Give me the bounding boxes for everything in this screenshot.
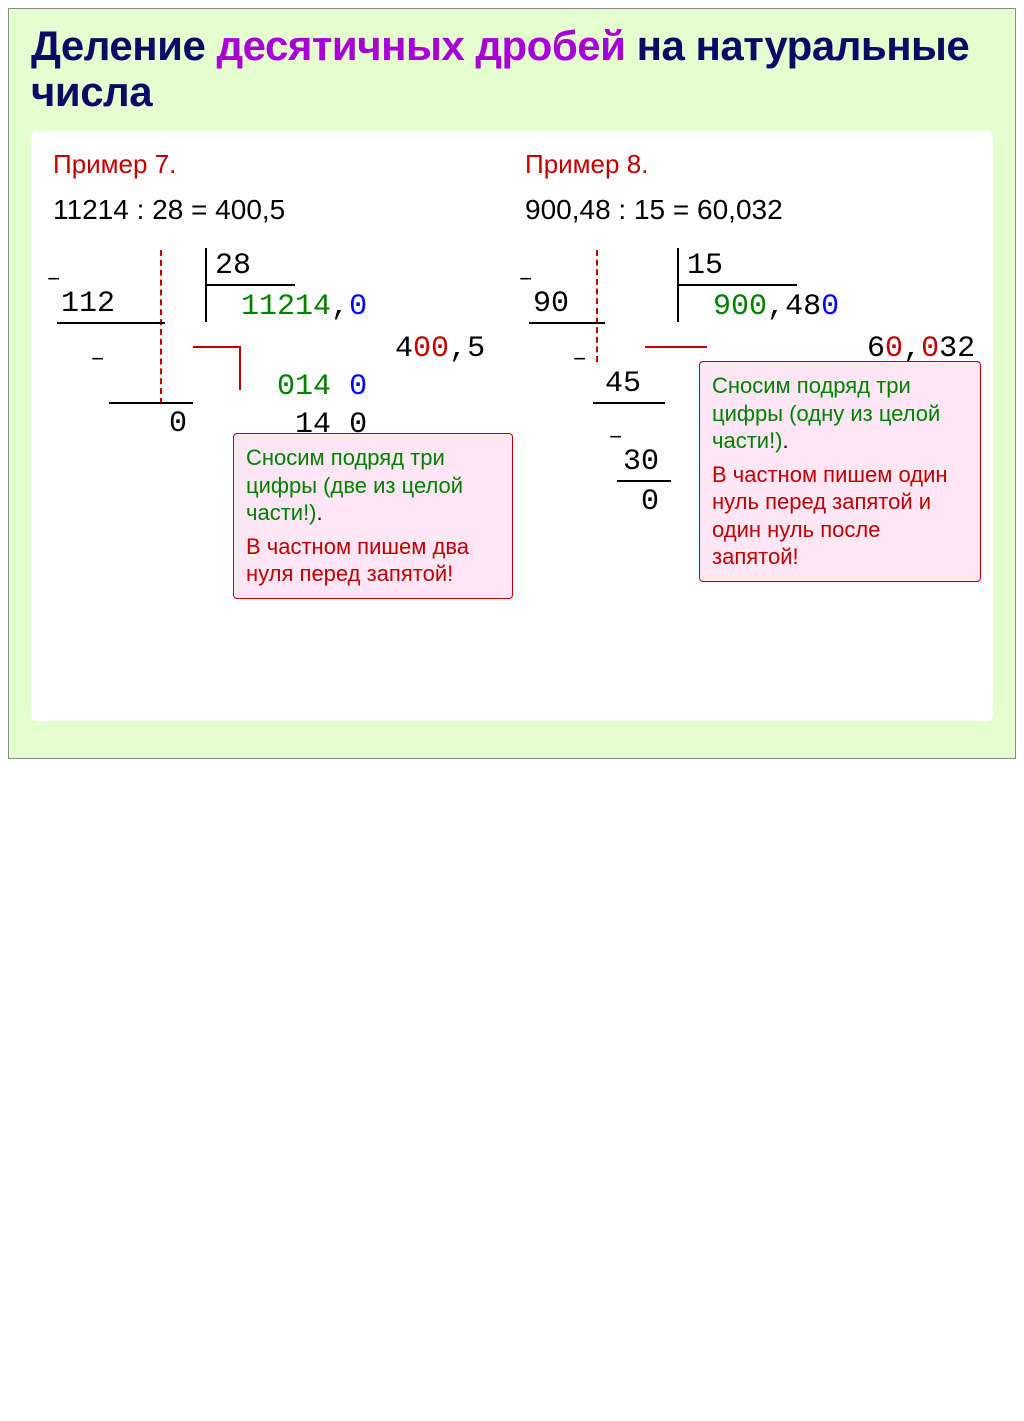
example-8-equation: 900,48 : 15 = 60,032 (525, 194, 971, 226)
ex8-leader (645, 346, 707, 348)
ex8-sub3: 45 (605, 364, 641, 405)
ex8-remainder: 0 (641, 482, 659, 523)
ex8-note: Сносим подряд три цифры (одну из целой ч… (699, 361, 981, 582)
ex7-note-line1: Сносим подряд три цифры (две из целой ча… (246, 444, 500, 527)
ex7-note-line2: В частном пишем два нуля перед запятой! (246, 533, 500, 588)
ex7-minus-2: − (91, 346, 104, 376)
ex7-leader-down (239, 346, 241, 390)
ex7-minus-1: − (47, 266, 60, 296)
example-7: Пример 7. 11214 : 28 = 400,5 11214,0 28 … (53, 149, 499, 697)
ex7-q-lead: 4 (395, 332, 413, 366)
ex7-sub1: 112 (61, 284, 115, 325)
slide-title: Деление десятичных дробей на натуральные… (31, 23, 993, 115)
ex7-q-zeros: 00 (413, 332, 449, 366)
ex8-divisor: 15 (687, 246, 723, 287)
example-8-label: Пример 8. (525, 149, 971, 180)
example-7-label: Пример 7. (53, 149, 499, 180)
example-8: Пример 8. 900,48 : 15 = 60,032 900,480 1… (525, 149, 971, 697)
ex7-q-frac: 5 (467, 332, 485, 366)
title-prefix: Деление (31, 22, 217, 69)
ex7-nl1c: . (317, 500, 323, 525)
ex8-minus-1: − (519, 266, 532, 296)
ex7-q-comma: , (449, 332, 467, 366)
ex8-sub1: 90 (533, 284, 569, 325)
slide: Деление десятичных дробей на натуральные… (8, 8, 1016, 759)
ex8-sub5: 30 (623, 442, 659, 483)
ex8-note-line1: Сносим подряд три цифры (одну из целой ч… (712, 372, 968, 455)
ex7-remainder: 0 (169, 404, 187, 445)
example-7-equation: 11214 : 28 = 400,5 (53, 194, 499, 226)
content-area: Пример 7. 11214 : 28 = 400,5 11214,0 28 … (31, 131, 993, 721)
ex7-divisor: 28 (215, 246, 251, 287)
title-highlight: десятичных дробей (217, 22, 626, 69)
ex8-minus-2: − (573, 346, 586, 376)
ex8-minus-3: − (609, 424, 622, 454)
ex7-note: Сносим подряд три цифры (две из целой ча… (233, 433, 513, 599)
ex8-nl1c: . (783, 428, 789, 453)
ex8-note-line2: В частном пишем один нуль перед запятой … (712, 461, 968, 571)
ex7-leader (193, 346, 241, 348)
